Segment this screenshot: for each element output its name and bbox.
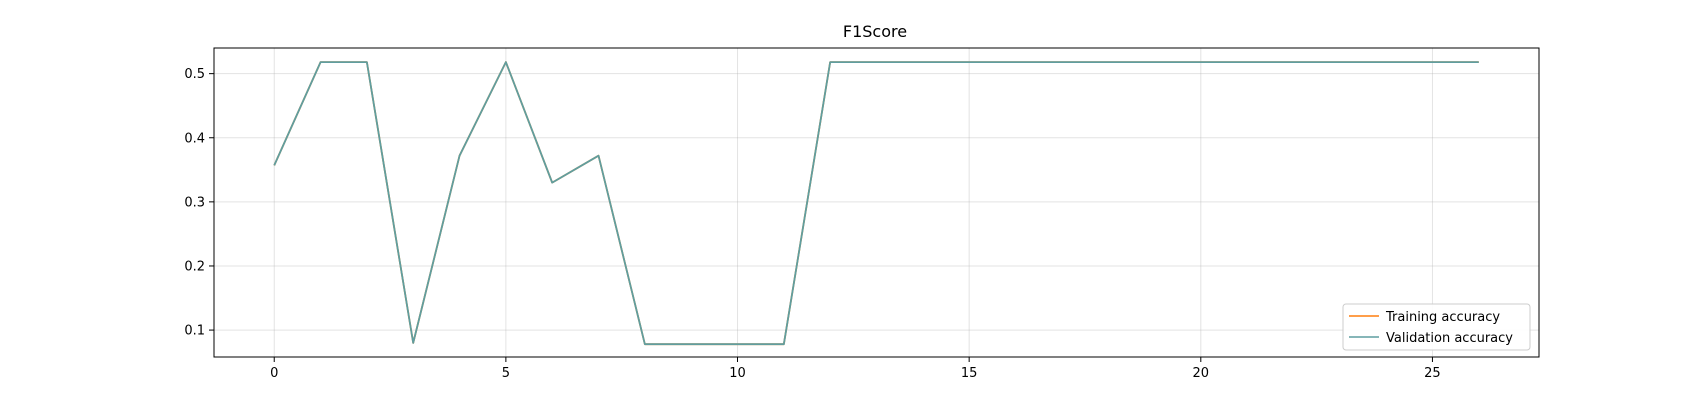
- legend-label-training: Training accuracy: [1385, 310, 1500, 325]
- grid: [214, 48, 1539, 357]
- y-tick-label: 0.4: [184, 131, 205, 146]
- legend: Training accuracy Validation accuracy: [1342, 303, 1531, 351]
- plot-frame: [213, 47, 1540, 358]
- y-tick-label: 0.1: [184, 324, 205, 339]
- legend-box: [1342, 303, 1531, 351]
- y-tick-label: 0.3: [184, 195, 205, 210]
- y-tick-label: 0.2: [184, 259, 205, 274]
- series-lines: [273, 61, 1479, 346]
- x-tick-label: 10: [729, 366, 746, 381]
- axes: 0 5 10 15 20 25 0.1 0.2 0.3 0.4 0.5: [184, 67, 1440, 381]
- x-tick-label: 15: [961, 366, 978, 381]
- y-tick-label: 0.5: [184, 67, 205, 82]
- series-line-validation: [273, 61, 1479, 346]
- x-tick-label: 25: [1424, 366, 1441, 381]
- chart-title: F1Score: [843, 22, 907, 41]
- legend-label-validation: Validation accuracy: [1386, 331, 1513, 346]
- x-tick-label: 5: [502, 366, 510, 381]
- x-tick-label: 20: [1193, 366, 1210, 381]
- x-tick-label: 0: [270, 366, 278, 381]
